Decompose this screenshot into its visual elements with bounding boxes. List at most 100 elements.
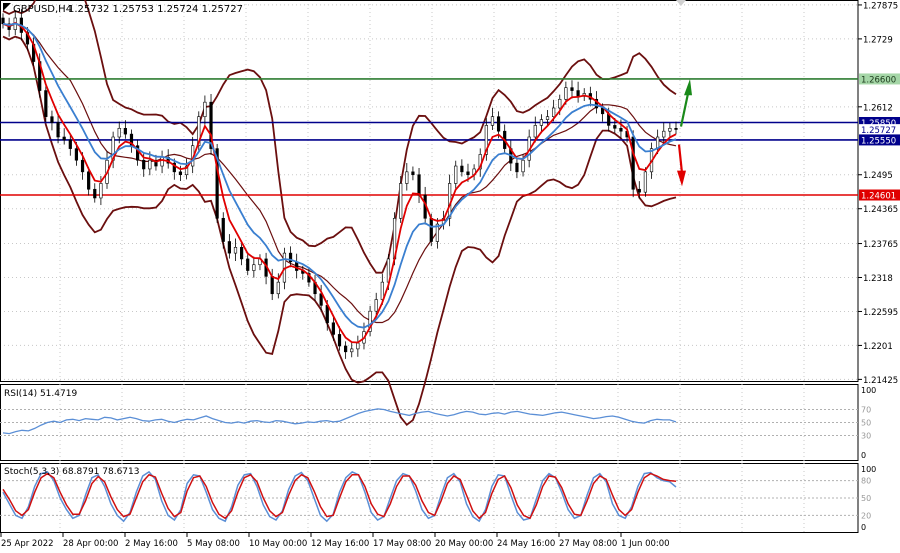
- candle-body: [56, 122, 60, 138]
- price-tick-label: 1.2612: [863, 103, 893, 113]
- rsi-tick-label: 0: [861, 451, 866, 460]
- price-tick-label: 1.2318: [863, 274, 893, 284]
- candle: [490, 107, 495, 131]
- candle-body: [148, 159, 152, 170]
- stoch-tick-label: 20: [861, 511, 871, 520]
- candle-body: [203, 101, 207, 117]
- price-tick-label: 1.21425: [863, 376, 898, 386]
- candle: [344, 341, 348, 359]
- time-tick-label: 24 May 16:00: [497, 539, 555, 549]
- candle: [288, 246, 293, 268]
- candle-body: [74, 148, 79, 161]
- rsi-tick-label: 70: [861, 406, 871, 415]
- rsi-tick-label: 30: [861, 432, 871, 441]
- candle: [50, 110, 54, 131]
- candle-body: [233, 247, 238, 254]
- candle-body: [539, 119, 543, 126]
- candle-body: [619, 128, 623, 132]
- stoch-tick-label: 50: [861, 494, 871, 503]
- price-tick-label: 1.2729: [863, 35, 893, 45]
- candle: [631, 130, 635, 198]
- candle: [123, 120, 127, 139]
- candle: [570, 80, 574, 99]
- candle: [93, 183, 97, 203]
- ma-fast: [2, 21, 677, 344]
- bollinger-lower: [2, 35, 677, 427]
- time-tick-label: 1 Jun 00:00: [621, 539, 670, 549]
- candle-body: [429, 217, 433, 242]
- candle-body: [454, 165, 458, 184]
- candle-body: [197, 116, 201, 147]
- candle-body: [246, 258, 250, 271]
- candle: [184, 158, 189, 180]
- rsi-grid: [0, 384, 858, 461]
- shift-marker-icon[interactable]: [676, 0, 686, 6]
- rsi-line: [2, 408, 677, 435]
- candle-body: [552, 107, 556, 117]
- candle: [399, 176, 403, 223]
- level-label: 1.24601: [861, 192, 896, 202]
- chart-ohlc: 1.25732 1.25753 1.25724 1.25727: [68, 4, 243, 15]
- candle: [674, 121, 678, 135]
- candle-body: [240, 247, 244, 260]
- level-label-bg: [859, 134, 900, 146]
- price-grid: [0, 0, 859, 533]
- candle-body: [350, 348, 354, 353]
- candle-body: [521, 159, 525, 173]
- candle-body: [270, 276, 274, 295]
- time-tick-label: 20 May 00:00: [435, 539, 493, 549]
- candle: [460, 159, 464, 177]
- candle-body: [368, 310, 372, 332]
- candle-body: [558, 98, 562, 109]
- candle: [56, 115, 60, 144]
- candle: [240, 241, 244, 266]
- stoch-axis: 100 80 50 20 0: [861, 465, 876, 532]
- candle-body: [227, 241, 231, 254]
- time-tick-label: 2 May 16:00: [125, 539, 178, 549]
- candle: [203, 95, 207, 125]
- candle-body: [178, 171, 183, 176]
- level-label-bg: [859, 73, 900, 85]
- candle-body: [62, 136, 66, 141]
- candle-body: [68, 139, 72, 149]
- candle-body: [295, 261, 299, 271]
- candle-body: [356, 342, 360, 350]
- time-axis: 25 Apr 2022 28 Apr 00:00 2 May 16:00 5 May …: [0, 533, 670, 549]
- candle-body: [576, 90, 580, 97]
- candle-body: [99, 183, 103, 199]
- candle: [411, 166, 415, 181]
- price-tick-label: 1.24365: [863, 205, 898, 215]
- candle: [87, 167, 91, 196]
- candle: [337, 326, 342, 351]
- candle-body: [154, 159, 158, 167]
- candle: [331, 316, 335, 341]
- candle-body: [172, 162, 176, 173]
- candle-body: [613, 125, 617, 129]
- candle: [533, 116, 537, 143]
- rsi-tick-label: 100: [861, 386, 876, 395]
- candle: [545, 109, 550, 126]
- price-tick-label: 1.27875: [863, 1, 898, 11]
- time-tick-label: 12 May 16:00: [311, 539, 369, 549]
- rsi-series: [2, 408, 677, 435]
- stoch-grid: [0, 463, 858, 533]
- candle-body: [184, 165, 189, 176]
- candle-body: [460, 165, 464, 173]
- level-label-bg: [859, 124, 900, 136]
- rsi-label: RSI(14) 51.4719: [4, 389, 77, 399]
- stoch-series: [2, 470, 677, 523]
- candle-body: [123, 128, 127, 135]
- candle-body: [337, 334, 342, 347]
- level-label-bg: [859, 189, 900, 201]
- header-triangle-icon: [3, 3, 11, 11]
- candle: [62, 128, 66, 145]
- candle: [368, 305, 372, 337]
- time-tick-label: 10 May 00:00: [249, 539, 307, 549]
- rsi-axis: 100 70 50 30 0: [861, 386, 876, 460]
- level-label: 1.26600: [861, 75, 896, 85]
- stoch-tick-label: 0: [861, 523, 866, 532]
- candle-body: [594, 98, 599, 109]
- candle-body: [631, 136, 635, 190]
- price-axis: 1.27875 1.2729 1.2612 1.2495 1.24365 1.23765 1…: [858, 1, 898, 386]
